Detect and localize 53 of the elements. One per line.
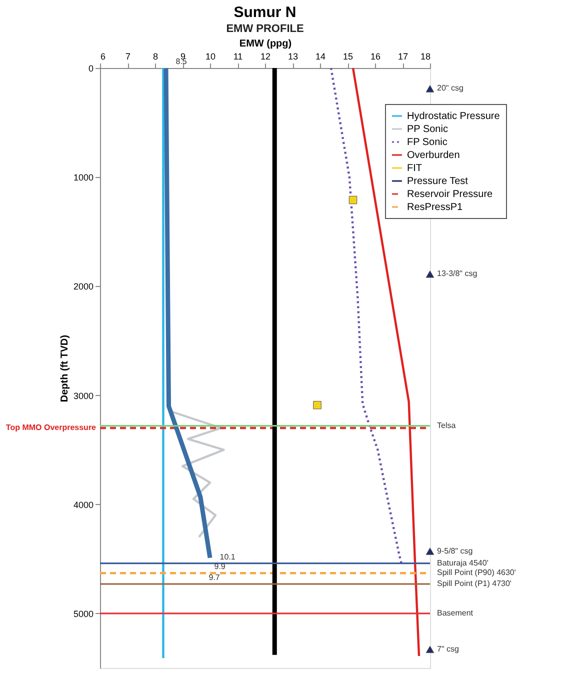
x-tick-label: 18: [420, 52, 430, 62]
x-tick-label: 8: [152, 52, 158, 62]
annotation: Spill Point (P90) 4630': [437, 568, 516, 578]
y-tick-label: 4000: [73, 500, 94, 510]
ref-line-label: Telsa: [437, 420, 456, 430]
annotation: 10.1: [220, 552, 236, 562]
x-tick-label: 6: [100, 52, 106, 62]
annotation: 9.9: [214, 562, 226, 572]
legend-label: Reservoir Pressure: [407, 189, 494, 200]
line-series: [164, 66, 212, 560]
x-tick-label: 10: [205, 52, 216, 62]
chart-title: Sumur N: [234, 4, 296, 21]
point: [348, 196, 358, 204]
annotation: Top MMO Overpressure: [6, 423, 97, 432]
point: [426, 270, 434, 278]
legend-label: FIT: [407, 163, 422, 174]
x-tick-label: 14: [315, 52, 326, 62]
annotation: 13-3/8" csg: [437, 269, 478, 278]
x-tick-label: 13: [288, 52, 298, 62]
x-tick-label: 15: [342, 52, 354, 62]
legend-label: FP Sonic: [407, 137, 448, 148]
x-axis-title: EMW (ppg): [239, 38, 292, 50]
y-tick-label: 0: [88, 64, 94, 74]
ref-line-label: Basement: [437, 608, 474, 618]
x-tick-label: 7: [125, 52, 131, 62]
legend-label: Pressure Test: [407, 176, 468, 187]
annotation: 9.7: [208, 573, 220, 582]
legend-label: ResPressP1: [407, 202, 464, 213]
ref-line-label: Spill Point (P1) 4730': [437, 579, 512, 588]
chart-subtitle: EMW PROFILE: [226, 23, 304, 35]
y-tick-label: 5000: [73, 608, 94, 619]
x-tick-label: 16: [370, 52, 381, 62]
annotation: 8.5: [176, 57, 188, 66]
ref-line-label: Baturaja 4540': [437, 558, 489, 568]
point: [426, 646, 434, 654]
legend-label: Hydrostatic Pressure: [407, 111, 500, 122]
point: [426, 548, 434, 555]
point: [313, 400, 322, 410]
x-tick-label: 17: [398, 52, 408, 62]
y-tick-label: 3000: [73, 390, 94, 401]
line-series: [330, 66, 402, 564]
legend-label: Overburden: [407, 150, 460, 161]
annotation: 9-5/8" csg: [437, 546, 473, 556]
y-axis-title: Depth (ft TVD): [59, 334, 70, 402]
line-series: [170, 410, 225, 538]
x-tick-label: 12: [260, 52, 271, 62]
annotation: 7" csg: [437, 644, 459, 654]
x-tick-label: 11: [233, 52, 243, 62]
annotation: 20" csg: [437, 84, 464, 93]
y-tick-label: 1000: [73, 172, 94, 183]
y-tick-label: 2000: [73, 282, 94, 292]
point: [426, 85, 434, 92]
legend-label: PP Sonic: [407, 124, 448, 135]
